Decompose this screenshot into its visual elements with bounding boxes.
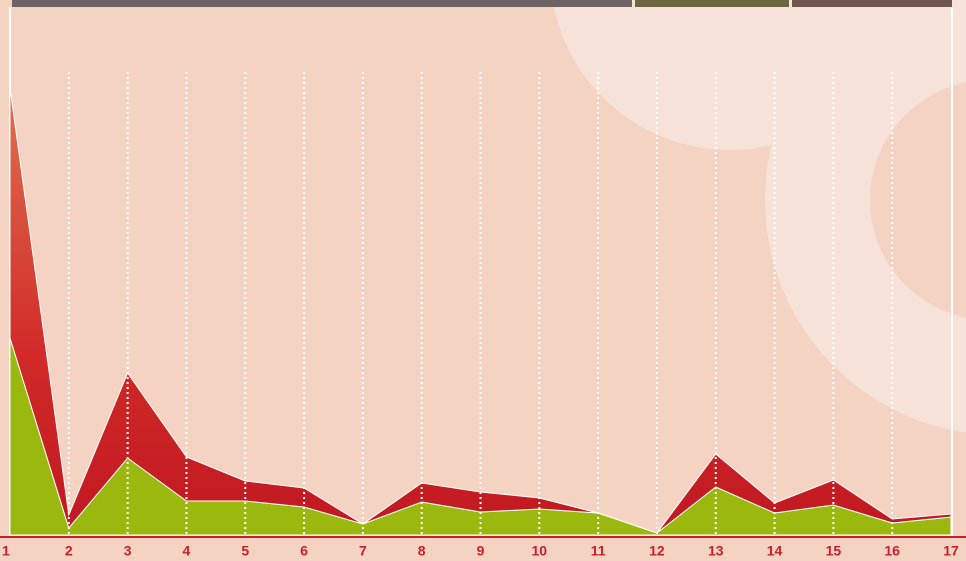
page: 1234567891011121314151617 (() => { const… (0, 0, 966, 561)
tab-bar (635, 0, 789, 7)
x-tick-label: 7 (359, 543, 367, 559)
x-tick-label: 12 (649, 543, 665, 559)
x-tick-label: 13 (708, 543, 724, 559)
x-tick-label: 15 (826, 543, 842, 559)
x-tick-label: 17 (943, 543, 959, 559)
chart: 1234567891011121314151617 (0, 0, 966, 561)
x-tick-label: 4 (183, 543, 191, 559)
tab-bar (792, 0, 952, 7)
x-tick-label: 2 (65, 543, 73, 559)
x-tick-label: 14 (767, 543, 783, 559)
x-tick-label: 8 (418, 543, 426, 559)
tab-bar (12, 0, 632, 7)
x-tick-label: 9 (477, 543, 485, 559)
x-tick-label: 16 (884, 543, 900, 559)
x-tick-label: 1 (2, 543, 10, 559)
x-tick-label: 5 (241, 543, 249, 559)
x-tick-label: 11 (591, 543, 606, 559)
x-tick-label: 10 (532, 543, 548, 559)
x-tick-label: 6 (300, 543, 308, 559)
x-tick-label: 3 (124, 543, 132, 559)
